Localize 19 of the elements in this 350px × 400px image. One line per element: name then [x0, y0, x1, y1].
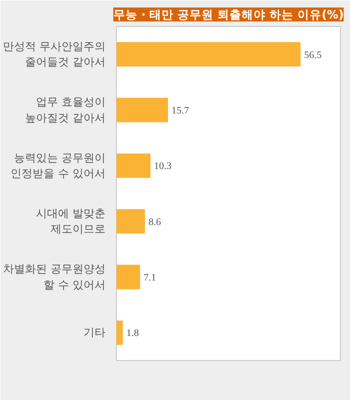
data-label: 15.7 [172, 106, 190, 116]
data-label: 10.3 [154, 161, 172, 172]
bar [116, 98, 168, 122]
y-tick-label: 능력있는 공무원이 인정받을 수 있어서 [10, 151, 106, 180]
y-tick-label: 차별화된 공무원양성 할 수 있어서 [3, 262, 106, 292]
y-tick-label: 업무 효율성이 높아질것 같아서 [25, 96, 106, 124]
chart-title: 무능 · 태만 공무원 퇴출해야 하는 이유(%) [113, 8, 344, 22]
y-tick-label: 시대에 발맞춘 제도이므로 [36, 207, 106, 236]
bar [116, 264, 140, 290]
data-label: 1.8 [126, 328, 139, 340]
bar [116, 320, 123, 345]
bar [116, 153, 150, 178]
y-tick-label: 만성적 무사안일주의 줄어들것 같아서 [3, 40, 106, 69]
data-label: 8.6 [148, 216, 161, 228]
bar [116, 209, 145, 234]
y-tick-label: 기타 [84, 326, 106, 340]
bar [116, 42, 301, 67]
data-label: 56.5 [304, 50, 322, 61]
data-label: 7.1 [144, 272, 156, 284]
